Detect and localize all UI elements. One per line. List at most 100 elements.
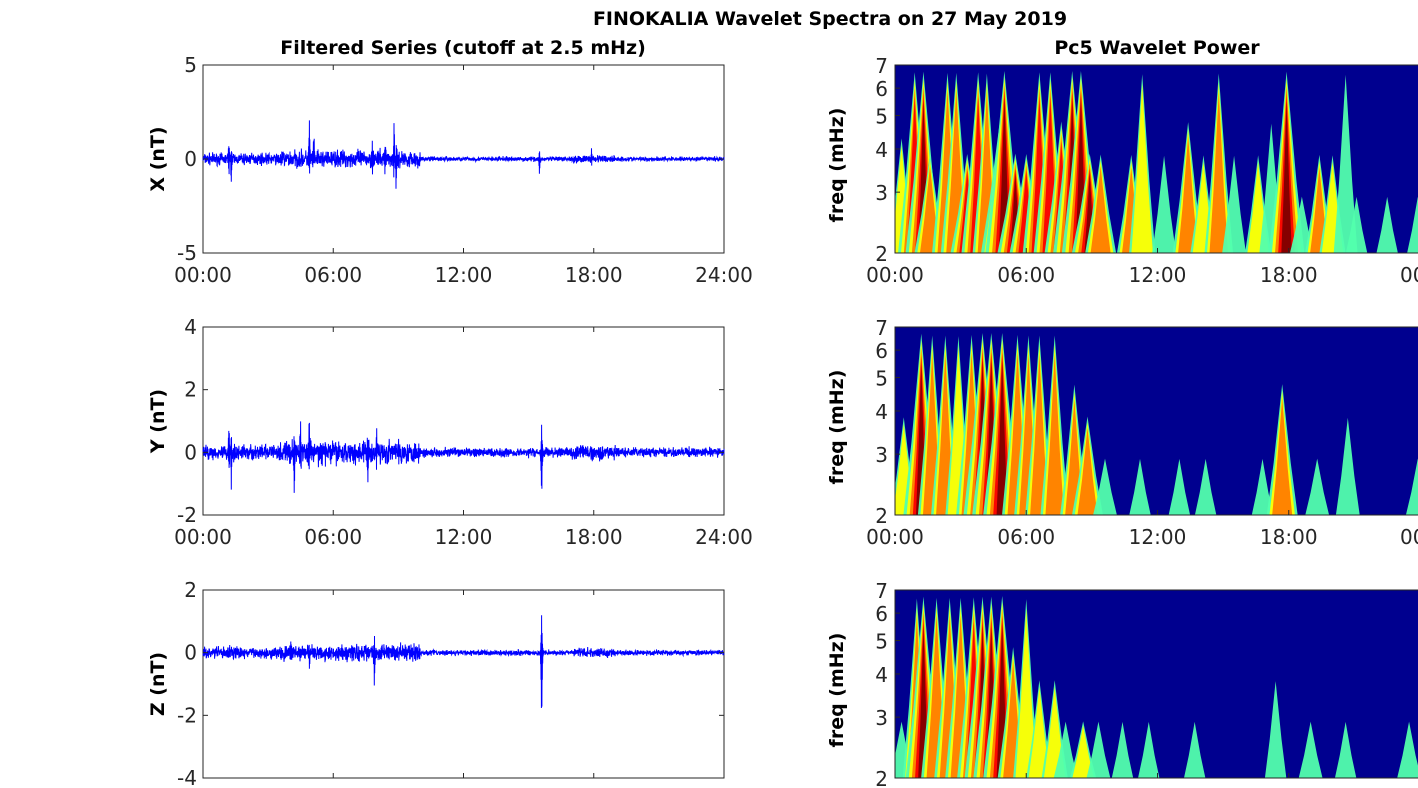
power-contour	[1015, 608, 1038, 778]
x-tick-label: 00:00	[866, 525, 924, 549]
power-contour	[996, 359, 1008, 515]
power-event	[1345, 196, 1368, 253]
y-tick-label: -2	[177, 503, 197, 527]
series-line	[202, 120, 725, 189]
y-tick-label: 4	[875, 663, 888, 687]
power-contour	[1093, 458, 1117, 515]
y-tick-label: 5	[875, 104, 888, 128]
y-axis-label: X (nT)	[147, 126, 169, 191]
power-contour	[1272, 398, 1293, 515]
y-axis-label: freq (mHz)	[826, 370, 848, 485]
power-event	[1129, 458, 1151, 515]
y-tick-label: 4	[184, 315, 197, 339]
power-event	[1335, 417, 1360, 515]
y-tick-label: 2	[184, 378, 197, 402]
power-event	[1204, 73, 1234, 253]
series-line	[202, 615, 725, 709]
y-axis-label: freq (mHz)	[826, 633, 848, 748]
power-contour	[1178, 136, 1199, 253]
power-event	[1086, 721, 1111, 778]
power-contour	[1305, 458, 1330, 515]
power-event	[1129, 74, 1156, 253]
power-contour	[1397, 721, 1418, 778]
wavelet-panel-z: 76 5 4 3 2 freq (mHz)	[826, 579, 1418, 788]
y-tick-label: 5	[875, 366, 888, 390]
y-tick-label: 2	[875, 504, 888, 528]
power-contour	[1131, 83, 1153, 253]
series-panel-y: 00:00 06:00 12:00 18:00 24:00 4 2 0 -2 Y (nT)	[147, 315, 753, 549]
y-tick-label: 4	[875, 138, 888, 162]
y-axis-label: Y (nT)	[147, 389, 169, 454]
y-tick-label: 7	[875, 54, 888, 78]
x-tick-label: 00	[1400, 525, 1418, 549]
y-tick-label: 2	[184, 578, 197, 602]
power-event	[1298, 721, 1323, 778]
y-tick-label: 0	[184, 147, 197, 171]
power-contour	[1045, 354, 1064, 515]
power-contour	[1333, 74, 1358, 253]
right-column-title: Pc5 Wavelet Power	[1054, 37, 1260, 59]
power-contour	[1129, 458, 1151, 515]
power-event	[1222, 155, 1246, 253]
x-tick-label: 00:00	[866, 263, 924, 287]
power-event	[1168, 458, 1191, 515]
power-contour	[1194, 458, 1217, 515]
power-contour	[1251, 458, 1274, 515]
y-tick-label: 2	[875, 767, 888, 788]
power-contour	[1053, 721, 1078, 778]
power-contour	[1111, 721, 1134, 778]
y-axis-label: freq (mHz)	[826, 108, 848, 223]
figure-title: FINOKALIA Wavelet Spectra on 27 May 2019	[593, 8, 1067, 30]
power-contour	[1376, 196, 1398, 253]
series-panel-z: 2 0 -2 -4 Z (nT)	[147, 578, 725, 788]
x-tick-label: 06:00	[304, 263, 362, 287]
power-contour	[1334, 721, 1357, 778]
power-event	[1407, 196, 1418, 253]
x-tick-label: 06:00	[997, 263, 1055, 287]
y-tick-label: 6	[875, 77, 888, 101]
power-contour	[1086, 721, 1111, 778]
y-tick-label: -5	[177, 241, 197, 265]
x-tick-label: 06:00	[997, 525, 1055, 549]
power-contour	[1168, 458, 1191, 515]
power-contour	[1209, 92, 1228, 253]
power-contour	[1138, 721, 1160, 778]
power-event	[1251, 458, 1274, 515]
power-contour	[1281, 101, 1292, 253]
power-event	[1268, 71, 1305, 253]
series-line	[202, 421, 725, 493]
power-contour	[1335, 417, 1360, 515]
x-tick-label: 18:00	[565, 263, 623, 287]
power-event	[1397, 721, 1418, 778]
power-contour	[1264, 681, 1287, 778]
y-tick-label: 0	[184, 641, 197, 665]
x-tick-label: 12:00	[435, 263, 493, 287]
x-tick-label: 12:00	[1129, 263, 1187, 287]
left-column-title: Filtered Series (cutoff at 2.5 mHz)	[280, 37, 646, 59]
power-event	[1085, 154, 1117, 253]
x-tick-label: 24:00	[695, 263, 753, 287]
y-tick-label: 3	[875, 443, 888, 467]
x-tick-label: 18:00	[1260, 525, 1318, 549]
x-tick-label: 00:00	[174, 525, 232, 549]
x-tick-label: 18:00	[565, 525, 623, 549]
power-event	[1111, 721, 1134, 778]
heatmap	[895, 333, 1418, 515]
power-event	[1152, 155, 1176, 253]
power-event	[1040, 335, 1069, 515]
power-contour	[1077, 428, 1098, 515]
x-tick-label: 00	[1400, 263, 1418, 287]
y-tick-label: -4	[177, 766, 197, 788]
power-contour	[1072, 725, 1094, 778]
y-tick-label: 6	[875, 602, 888, 626]
x-tick-label: 18:00	[1260, 263, 1318, 287]
y-tick-label: 4	[875, 400, 888, 424]
series-panel-x: 00:00 06:00 12:00 18:00 24:00 5 0 -5 X (nT)	[147, 53, 753, 287]
axes-box	[202, 589, 725, 779]
power-contour	[1183, 721, 1206, 778]
power-event	[1264, 681, 1287, 778]
y-axis-label: Z (nT)	[147, 652, 169, 716]
power-contour	[1407, 196, 1418, 253]
y-tick-label: 7	[875, 579, 888, 603]
